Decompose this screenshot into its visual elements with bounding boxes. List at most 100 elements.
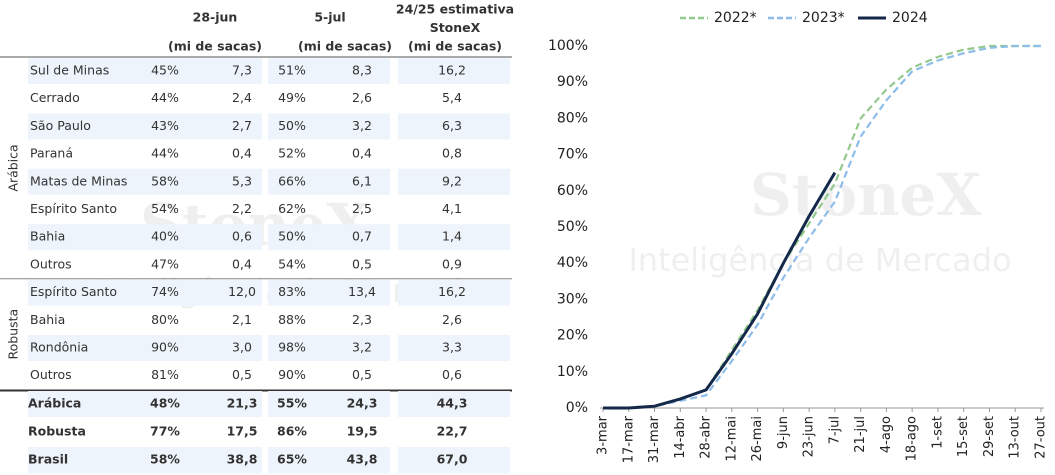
table-cell: 2,5 <box>352 201 372 216</box>
table-cell: 80% <box>151 312 179 327</box>
x-tick-label: 4-ago <box>879 416 894 453</box>
table-cell: 3,2 <box>352 340 372 355</box>
x-tick-label: 13-out <box>1008 416 1023 459</box>
row-label: Espírito Santo <box>30 201 117 216</box>
row-label: Cerrado <box>30 90 80 105</box>
table-cell: 44% <box>151 146 179 161</box>
y-tick-label: 40% <box>557 255 588 271</box>
series-line <box>603 44 1041 410</box>
table-cell: 2,3 <box>352 312 372 327</box>
table-cell: 58% <box>150 452 180 467</box>
table-cell: 2,6 <box>442 312 462 327</box>
table-cell: 7,3 <box>232 63 252 78</box>
header-unit: (mi de sacas) <box>298 39 392 54</box>
row-band <box>398 224 510 251</box>
x-tick-label: 15-set <box>956 416 971 457</box>
table-cell: 86% <box>277 424 307 439</box>
x-tick-label: 1-set <box>930 416 945 449</box>
table-cell: 6,3 <box>442 118 462 133</box>
table-cell: 0,5 <box>352 256 372 271</box>
y-tick-label: 20% <box>557 328 588 344</box>
row-label: Matas de Minas <box>30 173 127 188</box>
x-tick-label: 29-set <box>982 416 997 457</box>
table-cell: 9,2 <box>442 173 462 188</box>
x-tick-label: 7-jul <box>827 416 842 444</box>
row-label: Bahia <box>30 229 65 244</box>
table-cell: 0,5 <box>352 367 372 382</box>
row-band <box>268 391 390 417</box>
table-cell: 45% <box>151 63 179 78</box>
row-band <box>28 58 262 84</box>
table-cell: 74% <box>151 284 179 299</box>
row-band <box>398 447 510 473</box>
table-cell: 98% <box>278 340 306 355</box>
table-cell: 62% <box>278 201 306 216</box>
table-cell: 2,6 <box>352 90 372 105</box>
table-cell: 0,4 <box>232 146 252 161</box>
row-band <box>268 335 390 361</box>
table-cell: 19,5 <box>347 424 378 439</box>
header-unit: (mi de sacas) <box>168 39 262 54</box>
x-tick-label: 17-mar <box>621 415 636 463</box>
table-cell: 0,5 <box>232 367 252 382</box>
watermark-tagline: Inteligência de Mercado <box>628 241 1011 279</box>
row-band <box>28 113 262 140</box>
table-cell: 2,4 <box>232 90 252 105</box>
table-cell: 44,3 <box>437 396 468 411</box>
row-band <box>398 335 510 361</box>
table-cell: 81% <box>151 367 179 382</box>
table-cell: 6,1 <box>352 173 372 188</box>
table-cell: 5,4 <box>442 90 462 105</box>
table-cell: 0,6 <box>442 367 462 382</box>
row-label: Outros <box>30 367 72 382</box>
table-cell: 0,9 <box>442 256 462 271</box>
table-cell: 66% <box>278 173 306 188</box>
row-label: Robusta <box>28 424 86 439</box>
table-cell: 0,4 <box>232 256 252 271</box>
table-cell: 24,3 <box>347 396 378 411</box>
row-band <box>398 113 510 140</box>
table-cell: 0,4 <box>352 146 372 161</box>
table-cell: 21,3 <box>227 396 258 411</box>
table-cell: 43% <box>151 118 179 133</box>
y-tick-label: 30% <box>557 291 588 307</box>
table-cell: 0,6 <box>232 229 252 244</box>
table-cell: 12,0 <box>228 284 256 299</box>
x-tick-label: 9-jun <box>776 416 791 449</box>
row-band <box>28 391 262 417</box>
header-col2: 5-jul <box>314 10 345 25</box>
table-cell: 51% <box>278 63 306 78</box>
group-label: Robusta <box>6 309 21 360</box>
x-tick-label: 23-jun <box>802 416 817 457</box>
row-label: Sul de Minas <box>30 63 109 78</box>
table-cell: 3,3 <box>442 340 462 355</box>
header-col1: 28-jun <box>193 10 238 25</box>
row-label: Paraná <box>30 146 73 161</box>
x-tick-label: 3-mar <box>596 415 611 455</box>
x-tick-label: 21-jul <box>853 416 868 453</box>
table-cell: 55% <box>277 396 307 411</box>
row-label: Espírito Santo <box>30 284 117 299</box>
group-label: Arábica <box>6 144 21 191</box>
row-band <box>268 447 390 473</box>
row-band <box>28 335 262 361</box>
row-label: Arábica <box>28 396 81 411</box>
table-cell: 8,3 <box>352 63 372 78</box>
table-cell: 22,7 <box>437 424 468 439</box>
x-tick-label: 18-ago <box>905 416 920 461</box>
y-tick-label: 90% <box>557 74 588 90</box>
y-tick-label: 100% <box>548 38 588 54</box>
row-label: Brasil <box>28 452 68 467</box>
table-cell: 50% <box>278 118 306 133</box>
row-band <box>398 279 510 306</box>
table-cell: 43,8 <box>347 452 378 467</box>
table-cell: 2,7 <box>232 118 252 133</box>
row-band <box>398 58 510 84</box>
row-band <box>28 168 262 195</box>
y-tick-label: 60% <box>557 183 588 199</box>
table-cell: 0,7 <box>352 229 372 244</box>
table-cell: 47% <box>151 256 179 271</box>
x-tick-label: 27-out <box>1034 416 1049 459</box>
x-tick-label: 12-mai <box>724 416 739 461</box>
